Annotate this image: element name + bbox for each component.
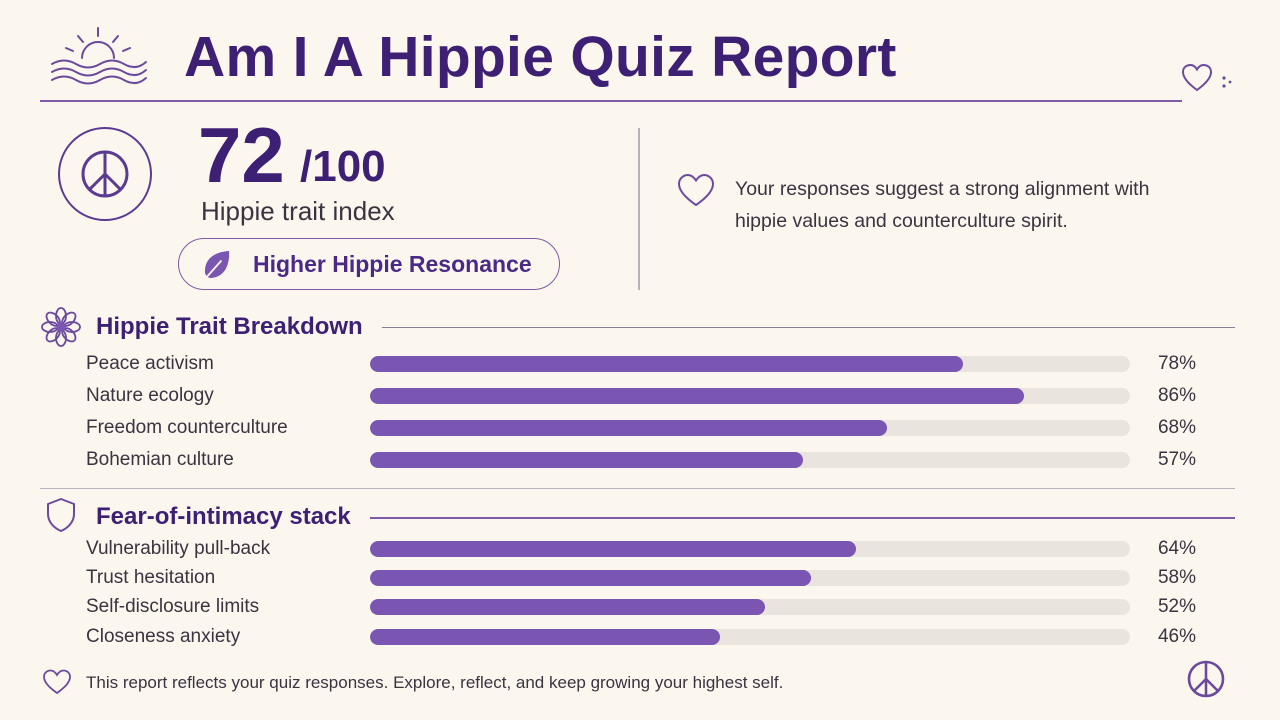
heart-icon — [676, 172, 716, 210]
trait-label: Closeness anxiety — [86, 626, 241, 647]
header-divider — [40, 100, 1182, 102]
sun-over-waves-icon — [48, 24, 148, 88]
trait-label: Nature ecology — [86, 385, 214, 406]
trait-bar-fill — [370, 388, 1024, 404]
trait-bar — [370, 629, 1130, 645]
trait-bar-fill — [370, 599, 766, 615]
trait-bar-fill — [370, 629, 720, 645]
summary-message: Your responses suggest a strong alignmen… — [735, 178, 1150, 232]
trait-value: 57% — [1157, 449, 1196, 470]
footer-note: This report reflects your quiz responses… — [86, 673, 784, 692]
page-title: Am I A Hippie Quiz Report — [184, 25, 897, 89]
trait-bar — [370, 388, 1130, 404]
peace-sign-icon — [56, 125, 154, 223]
score-value: 72 — [198, 111, 285, 199]
trait-value: 68% — [1157, 417, 1196, 438]
trait-bar — [370, 599, 1130, 615]
sparkle-dots-icon — [1220, 74, 1234, 90]
heart-icon — [42, 668, 72, 696]
section-divider — [40, 488, 1235, 489]
trait-value: 86% — [1157, 385, 1196, 406]
trait-label: Vulnerability pull-back — [86, 538, 271, 559]
trait-value: 78% — [1157, 353, 1196, 374]
trait-bar-fill — [370, 541, 857, 557]
peace-sign-icon — [1186, 659, 1226, 699]
section-rule — [370, 517, 1235, 519]
score-max: /100 — [300, 142, 386, 191]
trait-bar-fill — [370, 452, 804, 468]
trait-label: Peace activism — [86, 353, 214, 374]
trait-bar — [370, 420, 1130, 436]
trait-bar-fill — [370, 420, 887, 436]
trait-bar — [370, 452, 1130, 468]
trait-label: Freedom counterculture — [86, 417, 288, 438]
trait-value: 64% — [1157, 538, 1196, 559]
vertical-divider — [638, 128, 640, 290]
trait-label: Self-disclosure limits — [86, 596, 260, 617]
resonance-label: Higher Hippie Resonance — [253, 251, 532, 277]
trait-bar — [370, 541, 1130, 557]
trait-value: 58% — [1157, 567, 1196, 588]
trait-value: 52% — [1157, 596, 1196, 617]
shield-icon — [44, 496, 78, 534]
trait-label: Trust hesitation — [86, 567, 216, 588]
trait-bar-fill — [370, 570, 811, 586]
trait-bar-fill — [370, 356, 963, 372]
leaf-icon — [199, 247, 235, 283]
section-rule — [382, 327, 1235, 328]
trait-bar — [370, 356, 1130, 372]
section-title-hippie-traits: Hippie Trait Breakdown — [96, 313, 363, 340]
trait-value: 46% — [1157, 626, 1196, 647]
flower-icon — [40, 306, 82, 348]
heart-icon — [1180, 62, 1214, 94]
trait-bar — [370, 570, 1130, 586]
section-title-intimacy: Fear-of-intimacy stack — [96, 503, 351, 530]
trait-label: Bohemian culture — [86, 449, 234, 470]
resonance-badge: Higher Hippie Resonance — [178, 238, 560, 290]
score-label: Hippie trait index — [201, 196, 395, 226]
